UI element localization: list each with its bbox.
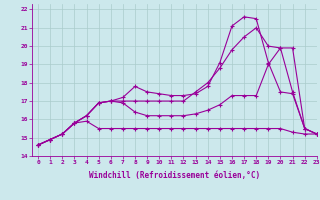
X-axis label: Windchill (Refroidissement éolien,°C): Windchill (Refroidissement éolien,°C)	[89, 171, 260, 180]
